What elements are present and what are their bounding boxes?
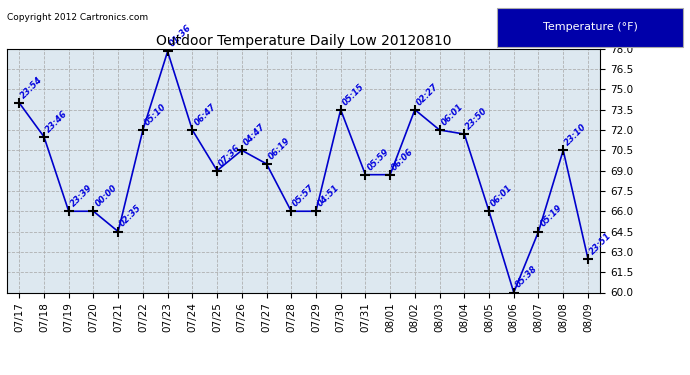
- Text: 04:51: 04:51: [316, 183, 342, 209]
- Text: 04:47: 04:47: [241, 122, 267, 148]
- Text: 23:10: 23:10: [563, 122, 589, 148]
- Text: 05:57: 05:57: [291, 183, 317, 209]
- Text: 05:15: 05:15: [341, 82, 366, 107]
- Text: 00:00: 00:00: [93, 183, 119, 209]
- Text: 05:59: 05:59: [366, 147, 391, 172]
- Title: Outdoor Temperature Daily Low 20120810: Outdoor Temperature Daily Low 20120810: [156, 34, 451, 48]
- Text: 07:36: 07:36: [217, 142, 242, 168]
- Text: 23:39: 23:39: [69, 183, 94, 209]
- Text: 23:50: 23:50: [464, 106, 490, 131]
- Text: 06:47: 06:47: [193, 102, 218, 127]
- Text: 02:27: 02:27: [415, 82, 440, 107]
- Text: 06:19: 06:19: [266, 136, 292, 161]
- Text: 01:36: 01:36: [168, 23, 193, 49]
- Text: 23:54: 23:54: [19, 75, 45, 100]
- Text: 06:01: 06:01: [440, 102, 465, 127]
- Text: 23:51: 23:51: [588, 231, 613, 256]
- Text: 05:10: 05:10: [143, 102, 168, 127]
- Text: 02:35: 02:35: [118, 204, 144, 229]
- Text: 05:38: 05:38: [514, 264, 539, 290]
- Text: 05:19: 05:19: [538, 204, 564, 229]
- Text: 23:46: 23:46: [44, 109, 70, 134]
- Text: 06:06: 06:06: [390, 147, 415, 172]
- Text: Temperature (°F): Temperature (°F): [542, 22, 638, 32]
- Text: Copyright 2012 Cartronics.com: Copyright 2012 Cartronics.com: [7, 13, 148, 22]
- Text: 06:01: 06:01: [489, 183, 515, 209]
